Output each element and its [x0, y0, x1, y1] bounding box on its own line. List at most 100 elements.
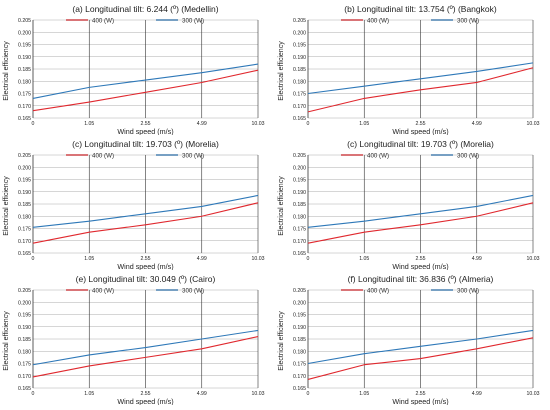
chart-svg: (c) Longitudinal tilt: 19.703 (º) (Morel…	[3, 139, 265, 271]
y-tick-label: 0.185	[18, 337, 31, 343]
chart-svg: (e) Longitudinal tilt: 30.049 (º) (Cairo…	[3, 274, 265, 406]
legend-label-0: 400 (W)	[92, 18, 114, 25]
y-tick-label: 0.205	[18, 18, 31, 24]
chart-panel-2: (c) Longitudinal tilt: 19.703 (º) (Morel…	[0, 135, 275, 275]
y-tick-label: 0.195	[18, 178, 31, 184]
y-tick-label: 0.190	[293, 190, 306, 196]
y-tick-label: 0.200	[293, 165, 306, 171]
y-tick-label: 0.190	[18, 325, 31, 331]
y-axis-label: Electrical efficiency	[3, 41, 10, 101]
x-tick-label: 0	[307, 256, 310, 262]
x-tick-label: 10.03	[527, 121, 540, 127]
legend-label-1: 300 (W)	[457, 153, 479, 160]
y-tick-label: 0.195	[18, 313, 31, 319]
y-tick-label: 0.205	[18, 153, 31, 159]
x-tick-label: 2.55	[140, 391, 150, 397]
x-tick-label: 0	[32, 121, 35, 127]
y-tick-label: 0.195	[293, 313, 306, 319]
y-tick-label: 0.165	[18, 116, 31, 122]
y-tick-label: 0.200	[18, 30, 31, 36]
chart-panel-5: (f) Longitudinal tilt: 36.836 (º) (Almer…	[275, 270, 550, 410]
y-tick-label: 0.205	[18, 288, 31, 294]
legend-label-1: 300 (W)	[182, 153, 204, 160]
series-line-300w	[307, 194, 534, 228]
x-tick-label: 2.55	[140, 256, 150, 262]
legend-label-1: 300 (W)	[182, 288, 204, 295]
x-tick-label: 4.99	[197, 121, 207, 127]
y-tick-label: 0.190	[18, 190, 31, 196]
legend-label-0: 400 (W)	[92, 153, 114, 160]
y-tick-label: 0.165	[293, 116, 306, 122]
y-tick-label: 0.170	[18, 104, 31, 110]
y-tick-label: 0.195	[18, 43, 31, 49]
series-line-300w	[307, 62, 534, 95]
x-tick-label: 10.03	[252, 256, 265, 262]
y-tick-label: 0.170	[293, 239, 306, 245]
y-tick-label: 0.185	[293, 337, 306, 343]
y-tick-label: 0.170	[293, 374, 306, 380]
x-tick-label: 0	[32, 391, 35, 397]
y-tick-label: 0.175	[293, 227, 306, 233]
y-tick-label: 0.190	[18, 55, 31, 61]
y-tick-label: 0.200	[18, 300, 31, 306]
y-tick-label: 0.200	[18, 165, 31, 171]
y-tick-label: 0.205	[293, 153, 306, 159]
y-tick-label: 0.165	[18, 251, 31, 257]
y-tick-label: 0.165	[18, 386, 31, 392]
chart-title: (e) Longitudinal tilt: 30.049 (º) (Cairo…	[76, 274, 216, 284]
y-tick-label: 0.200	[293, 300, 306, 306]
legend-label-1: 300 (W)	[182, 18, 204, 25]
y-tick-label: 0.180	[293, 79, 306, 85]
x-axis-label: Wind speed (m/s)	[392, 397, 448, 405]
series-line-400w	[32, 336, 259, 378]
series-line-400w	[307, 67, 534, 113]
x-tick-label: 10.03	[252, 121, 265, 127]
legend-label-0: 400 (W)	[367, 153, 389, 160]
y-tick-label: 0.165	[293, 251, 306, 257]
x-tick-label: 4.99	[472, 391, 482, 397]
x-axis-label: Wind speed (m/s)	[117, 127, 173, 135]
x-tick-label: 0	[307, 121, 310, 127]
x-axis-label: Wind speed (m/s)	[392, 127, 448, 135]
legend-label-1: 300 (W)	[457, 18, 479, 25]
series-line-400w	[32, 202, 259, 244]
series-line-300w	[32, 329, 259, 366]
y-tick-label: 0.190	[293, 325, 306, 331]
series-line-300w	[32, 194, 259, 228]
y-tick-label: 0.195	[293, 43, 306, 49]
x-tick-label: 1.05	[84, 256, 94, 262]
chart-svg: (f) Longitudinal tilt: 36.836 (º) (Almer…	[278, 274, 540, 406]
y-tick-label: 0.190	[293, 55, 306, 61]
x-tick-label: 1.05	[84, 121, 94, 127]
x-tick-label: 10.03	[252, 391, 265, 397]
series-line-400w	[32, 69, 259, 112]
series-line-300w	[307, 329, 534, 365]
x-axis-label: Wind speed (m/s)	[117, 397, 173, 405]
y-tick-label: 0.170	[18, 239, 31, 245]
y-tick-label: 0.185	[18, 202, 31, 208]
x-axis-label: Wind speed (m/s)	[392, 262, 448, 270]
y-tick-label: 0.205	[293, 18, 306, 24]
legend-label-1: 300 (W)	[457, 288, 479, 295]
series-line-400w	[307, 337, 534, 380]
y-tick-label: 0.180	[18, 349, 31, 355]
y-tick-label: 0.200	[293, 30, 306, 36]
y-tick-label: 0.180	[18, 214, 31, 220]
x-tick-label: 4.99	[197, 391, 207, 397]
chart-title: (f) Longitudinal tilt: 36.836 (º) (Almer…	[348, 274, 494, 284]
y-axis-label: Electrical efficiency	[278, 176, 285, 236]
chart-panel-4: (e) Longitudinal tilt: 30.049 (º) (Cairo…	[0, 270, 275, 410]
chart-title: (a) Longitudinal tilt: 6.244 (º) (Medell…	[72, 4, 218, 14]
x-tick-label: 1.05	[84, 391, 94, 397]
x-tick-label: 10.03	[527, 391, 540, 397]
chart-panel-1: (b) Longitudinal tilt: 13.754 (º) (Bangk…	[275, 0, 550, 140]
x-tick-label: 2.55	[415, 256, 425, 262]
x-axis-label: Wind speed (m/s)	[117, 262, 173, 270]
x-tick-label: 4.99	[472, 256, 482, 262]
y-tick-label: 0.185	[293, 202, 306, 208]
chart-title: (c) Longitudinal tilt: 19.703 (º) (Morel…	[72, 139, 219, 149]
x-tick-label: 1.05	[359, 391, 369, 397]
chart-svg: (b) Longitudinal tilt: 13.754 (º) (Bangk…	[278, 4, 540, 136]
chart-svg: (c) Longitudinal tilt: 19.703 (º) (Morel…	[278, 139, 540, 271]
y-axis-label: Electrical efficiency	[3, 311, 10, 371]
